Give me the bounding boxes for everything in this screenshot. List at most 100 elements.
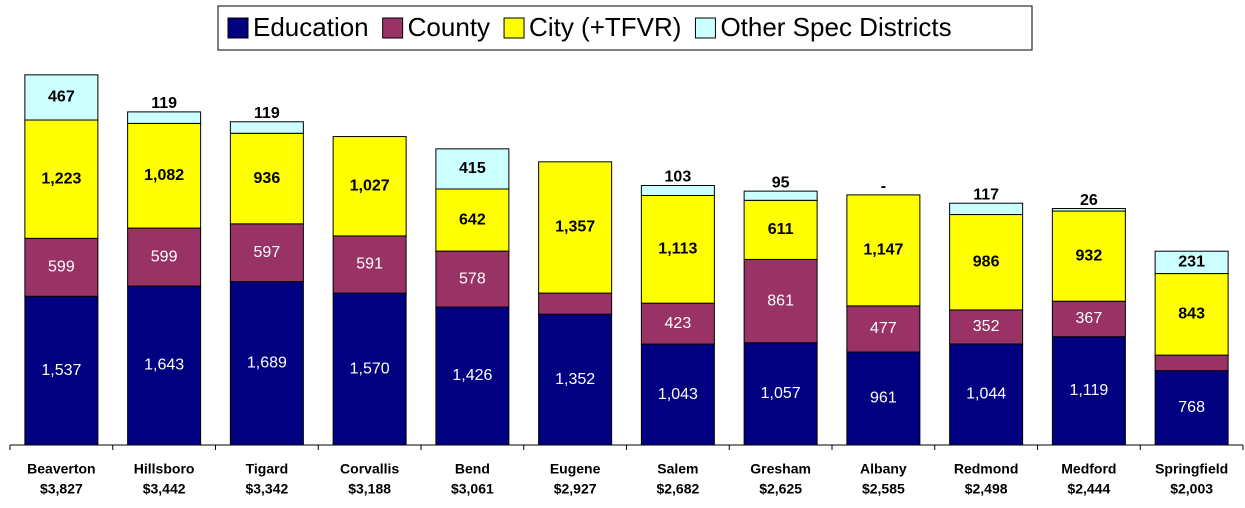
bar-segment — [24, 119, 99, 239]
legend-swatch — [227, 17, 249, 39]
bar-segment — [1154, 250, 1229, 275]
legend-label: County — [408, 12, 490, 42]
value-label: 1,043 — [658, 386, 698, 403]
value-label: 26 — [1080, 192, 1098, 209]
value-label: 768 — [1178, 399, 1205, 416]
value-label: 843 — [1178, 306, 1205, 323]
value-label: 599 — [48, 259, 75, 276]
bar-segment — [127, 285, 202, 446]
bar-segment — [24, 295, 99, 446]
value-label: 117 — [973, 186, 999, 203]
legend-label: City (+TFVR) — [529, 12, 681, 42]
value-label: 932 — [1076, 247, 1103, 264]
value-label: 352 — [973, 318, 1000, 335]
x-tick-label: Gresham — [750, 461, 811, 477]
bar-segment — [127, 122, 202, 229]
value-label: 597 — [254, 244, 281, 261]
bar-segment — [1051, 300, 1126, 338]
total-label: $2,585 — [862, 481, 905, 497]
value-label: 1,643 — [144, 357, 184, 374]
total-label: $2,682 — [656, 481, 699, 497]
bar-segment — [640, 302, 715, 345]
bar-segment — [435, 188, 510, 252]
total-label: $2,625 — [759, 481, 802, 497]
value-label: 1,057 — [761, 385, 801, 402]
bar-segment — [127, 111, 202, 124]
legend-swatch — [503, 17, 525, 39]
total-label: $3,061 — [451, 481, 494, 497]
value-label: 1,357 — [555, 219, 595, 236]
bar-segment — [127, 227, 202, 287]
value-label: 1,044 — [966, 386, 1006, 403]
value-label: 231 — [1178, 254, 1205, 271]
value-label: - — [881, 178, 886, 195]
value-label: 1,082 — [144, 167, 184, 184]
x-tick-label: Bend — [455, 461, 490, 477]
value-label: 961 — [870, 390, 897, 407]
bar-segment — [1051, 336, 1126, 446]
bar-segment — [538, 313, 613, 446]
value-label: 1,027 — [350, 177, 390, 194]
bar-segment — [435, 148, 510, 190]
value-label: 423 — [665, 315, 692, 332]
total-label: $2,003 — [1170, 481, 1213, 497]
value-label: 103 — [665, 169, 692, 186]
legend-swatch — [382, 17, 404, 39]
legend-label: Other Spec Districts — [720, 12, 951, 42]
x-tick-label: Eugene — [550, 461, 601, 477]
bar-segment — [640, 185, 715, 196]
value-label: 477 — [870, 320, 897, 337]
x-tick-label: Hillsboro — [134, 461, 195, 477]
bar-segment — [538, 292, 613, 315]
value-label: 119 — [151, 95, 177, 112]
value-label: 415 — [459, 160, 486, 177]
bar-segment — [229, 132, 304, 225]
bar-segment — [332, 235, 407, 294]
value-label: 1,147 — [863, 242, 903, 259]
value-label: 119 — [254, 105, 280, 122]
value-label: 591 — [356, 256, 383, 273]
total-label: $3,442 — [143, 481, 186, 497]
value-label: 611 — [768, 221, 794, 238]
bar-segment — [1154, 273, 1229, 356]
bar-segment — [435, 306, 510, 446]
total-label: $3,188 — [348, 481, 391, 497]
value-label: 1,537 — [41, 362, 81, 379]
x-tick-label: Salem — [657, 461, 698, 477]
value-label: 1,689 — [247, 355, 287, 372]
value-label: 1,570 — [350, 360, 390, 377]
value-label: 1,119 — [1069, 382, 1108, 399]
total-label: $2,444 — [1067, 481, 1110, 497]
total-label: $3,827 — [40, 481, 83, 497]
bar-segment — [24, 74, 99, 121]
x-tick-label: Springfield — [1155, 461, 1228, 477]
legend-box — [217, 5, 1033, 51]
legend-swatch — [694, 17, 716, 39]
bar-segment — [332, 292, 407, 446]
total-label: $3,342 — [245, 481, 288, 497]
value-label: 578 — [459, 270, 486, 287]
bar-segment — [435, 250, 510, 308]
bar-segment — [743, 190, 818, 201]
bar-segment — [846, 194, 921, 307]
x-tick-label: Redmond — [954, 461, 1019, 477]
bar-segment — [949, 202, 1024, 216]
value-label: 467 — [48, 89, 75, 106]
value-label: 95 — [772, 174, 790, 191]
bar-segment — [229, 281, 304, 446]
value-label: 1,223 — [41, 170, 81, 187]
legend-label: Education — [253, 12, 369, 42]
value-label: 599 — [151, 248, 178, 265]
value-label: 642 — [459, 211, 486, 228]
bar-segment — [1051, 210, 1126, 302]
bar-segment — [538, 161, 613, 294]
bar-segment — [640, 343, 715, 446]
value-label: 1,426 — [452, 367, 492, 384]
x-tick-label: Corvallis — [340, 461, 399, 477]
x-tick-label: Medford — [1061, 461, 1116, 477]
x-tick-label: Albany — [860, 461, 907, 477]
bar-segment — [1154, 370, 1229, 446]
bar-segment — [743, 199, 818, 260]
bar-segment — [949, 214, 1024, 311]
